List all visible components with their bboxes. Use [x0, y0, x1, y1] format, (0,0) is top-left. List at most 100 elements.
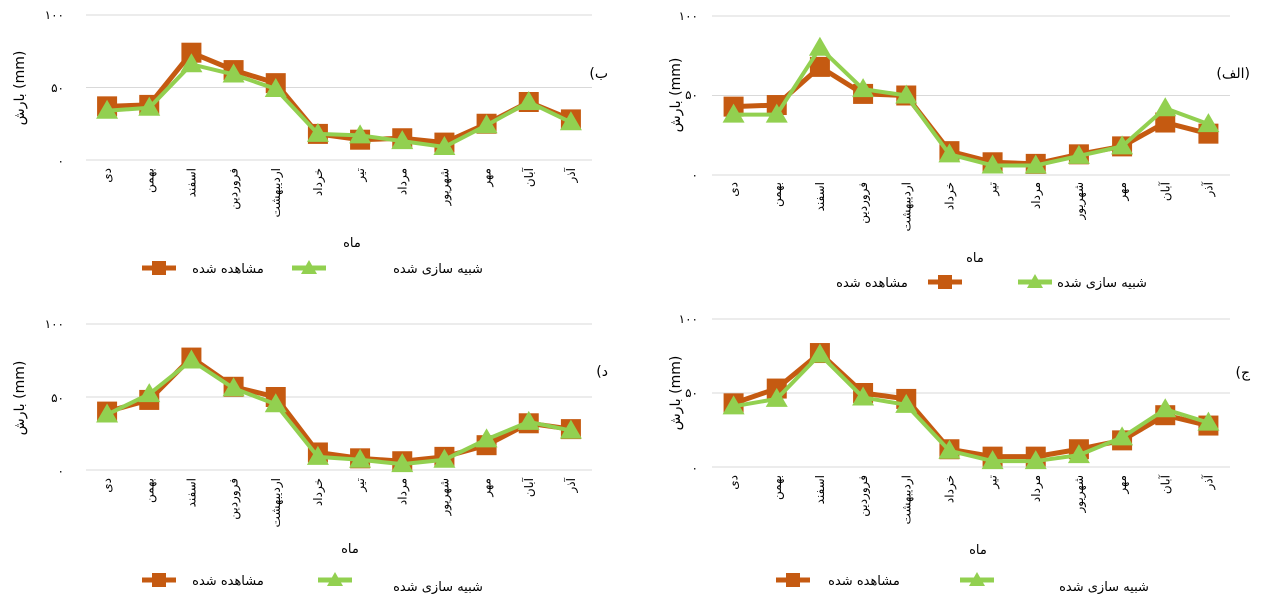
data-point-simulated [180, 53, 203, 73]
legend-observed-label: مشاهده شده [192, 574, 264, 589]
x-tick-label: فروردین [856, 182, 871, 224]
x-tick-label: فروردین [227, 478, 242, 520]
x-tick-label: مهر [480, 478, 495, 498]
x-tick-label: مرداد [1029, 475, 1044, 502]
data-point-observed [809, 56, 830, 77]
x-tick-label: دی [727, 182, 741, 197]
y-tick-label-50: ۵۰ [685, 88, 698, 102]
x-axis-label: ماه [341, 542, 359, 557]
data-point-simulated [96, 403, 119, 423]
data-point-simulated [1197, 113, 1220, 133]
data-point-simulated [1024, 450, 1047, 470]
data-point-simulated [264, 393, 287, 413]
legend-observed-marker [142, 261, 176, 275]
data-point-simulated [765, 103, 788, 123]
x-tick-label: مهر [480, 168, 495, 188]
x-tick-label: تیر [986, 475, 1001, 490]
legend-observed-label: مشاهده شده [828, 574, 900, 589]
data-point-simulated [981, 450, 1004, 470]
data-point-simulated [391, 453, 414, 473]
legend-simulated-marker [292, 260, 326, 274]
data-point-simulated [96, 99, 119, 119]
x-tick-label: آبان [521, 167, 536, 187]
legend-observed-label: مشاهده شده [836, 276, 908, 291]
series-line-simulated [731, 45, 1211, 168]
y-axis-label: بارش (mm) [668, 58, 684, 133]
data-point-simulated [895, 84, 918, 104]
y-tick-label-50: ۵۰ [51, 391, 64, 405]
x-tick-label: دی [100, 168, 114, 183]
legend: مشاهده شده شبیه سازی شده [776, 572, 1149, 595]
data-point-simulated [433, 448, 456, 468]
panel-dal: ۰ ۵۰ ۱۰۰ بارش (mm) (د ماه مشاهده شده شبی… [12, 317, 608, 595]
series-line-observed [731, 64, 1211, 167]
y-tick-label-100: ۱۰۰ [45, 317, 64, 331]
x-tick-label: فروردین [227, 168, 242, 210]
x-tick-label: دی [100, 478, 114, 493]
x-tick-label: خرداد [311, 168, 326, 196]
y-tick-label-100: ۱۰۰ [679, 9, 698, 23]
x-tick-label: مهر [1115, 182, 1130, 202]
series-line-simulated [731, 352, 1211, 464]
series-line-simulated [105, 62, 573, 149]
x-tick-label: اردیبهشت [899, 475, 914, 524]
data-point-simulated [1154, 97, 1177, 117]
legend-simulated-marker [960, 572, 994, 586]
x-tick-label: اردیبهشت [269, 168, 284, 217]
x-tick-label: تیر [353, 478, 368, 493]
legend: مشاهده شده شبیه سازی شده [836, 274, 1147, 291]
y-axis-label: بارش (mm) [12, 51, 28, 126]
data-point-simulated [1197, 411, 1220, 431]
data-point-simulated [765, 387, 788, 407]
data-point-simulated [559, 111, 582, 131]
x-tick-label: اردیبهشت [899, 182, 914, 231]
legend-observed-marker [776, 573, 810, 587]
x-tick-label: آذر [1200, 181, 1216, 197]
data-point-simulated [1111, 426, 1134, 446]
x-tick-label: اسفند [813, 182, 827, 211]
x-tick-label: فروردین [856, 475, 871, 517]
series-line-observed [104, 50, 574, 146]
y-tick-label-100: ۱۰۰ [45, 8, 64, 22]
x-tick-label: شهریور [1072, 182, 1087, 221]
legend-simulated-marker [318, 572, 352, 586]
data-point-simulated [1111, 135, 1134, 155]
data-point-simulated [852, 78, 875, 98]
data-point-simulated [306, 122, 329, 142]
data-point-simulated [981, 154, 1004, 174]
x-tick-label: مرداد [1029, 182, 1044, 209]
data-point-simulated [475, 114, 498, 134]
x-tick-label: آبان [1157, 181, 1172, 201]
x-tick-label: بهمن [142, 168, 157, 193]
legend: مشاهده شده شبیه سازی شده [142, 260, 483, 277]
data-point-simulated [222, 63, 245, 83]
x-tick-label: خرداد [311, 478, 326, 506]
y-tick-label-0: ۰ [692, 168, 698, 182]
data-point-simulated [1067, 144, 1090, 164]
x-tick-label: تیر [986, 182, 1001, 197]
legend-simulated-label: شبیه سازی شده [393, 262, 483, 277]
series-line-simulated [105, 358, 573, 467]
x-tick-label: آذر [1200, 474, 1216, 490]
data-point-simulated [475, 428, 498, 448]
x-tick-label: اردیبهشت [269, 478, 284, 527]
x-axis-label: ماه [966, 251, 984, 266]
x-axis-label: ماه [969, 543, 987, 558]
x-tick-label: بهمن [142, 478, 157, 503]
data-point-simulated [517, 91, 540, 110]
x-tick-label: شهریور [437, 168, 452, 207]
y-axis-label: بارش (mm) [668, 356, 684, 431]
y-tick-label-0: ۰ [58, 154, 64, 168]
y-tick-label-100: ۱۰۰ [679, 312, 698, 326]
data-point-simulated [306, 445, 329, 465]
data-point-simulated [895, 393, 918, 413]
x-tick-label: مهر [1115, 475, 1130, 495]
data-point-simulated [349, 448, 372, 468]
data-point-simulated [1067, 444, 1090, 464]
data-point-simulated [138, 383, 161, 403]
x-tick-label: مرداد [395, 478, 410, 505]
legend-simulated-marker [1018, 274, 1052, 288]
x-tick-label: آذر [563, 477, 579, 493]
x-tick-label: شهریور [1072, 475, 1087, 514]
